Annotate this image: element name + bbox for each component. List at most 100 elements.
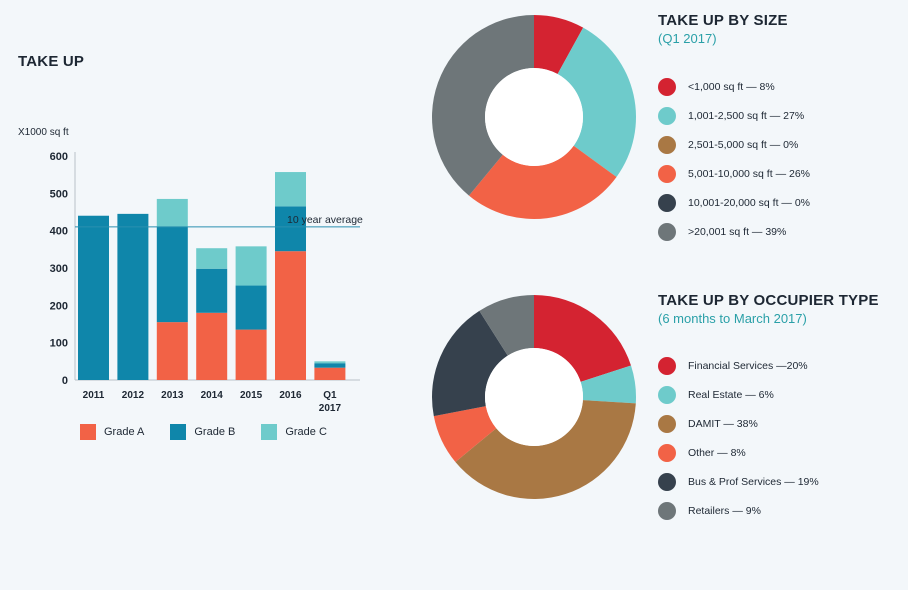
legend-swatch (658, 164, 676, 183)
legend-swatch (261, 424, 278, 440)
size-legend-item: 5,001-10,000 sq ft — 26% (658, 159, 810, 188)
occupier-legend-item: Bus & Prof Services — 19% (658, 467, 819, 496)
size-donut-hole (485, 68, 583, 166)
legend-swatch (658, 414, 676, 433)
take-up-by-size-donut (432, 15, 636, 219)
occupier-chart-title: TAKE UP BY OCCUPIER TYPE (658, 292, 879, 309)
y-tick-label: 100 (50, 338, 68, 350)
legend-label: Bus & Prof Services — 19% (688, 475, 819, 488)
bar-segment-grade-a (196, 312, 228, 380)
legend-label: 5,001-10,000 sq ft — 26% (688, 167, 810, 180)
take-up-by-occupier-donut (432, 295, 636, 499)
occupier-slice-1 (580, 365, 636, 404)
legend-label: >20,001 sq ft — 39% (688, 225, 787, 238)
ten-year-average-label: 10 year average (287, 214, 363, 226)
x-tick-label: 2013 (161, 390, 184, 401)
legend-label: Grade B (194, 426, 236, 438)
legend-label: Other — 8% (688, 446, 746, 459)
legend-item-grade-c: Grade C (261, 424, 327, 440)
occupier-slice-0 (534, 295, 632, 382)
size-slice-3 (468, 145, 617, 219)
size-legend-item: 2,501-5,000 sq ft — 0% (658, 130, 810, 159)
legend-label: Grade A (104, 426, 145, 438)
size-slice-5 (432, 15, 534, 196)
legend-label: 2,501-5,000 sq ft — 0% (688, 138, 799, 151)
legend-swatch (80, 424, 96, 440)
size-legend-item: <1,000 sq ft — 8% (658, 72, 810, 101)
y-tick-label: 500 (50, 188, 68, 200)
legend-label: 10,001-20,000 sq ft — 0% (688, 196, 810, 209)
y-tick-label: 600 (50, 151, 68, 163)
x-tick-label: 2014 (201, 390, 224, 401)
size-chart-legend: <1,000 sq ft — 8% 1,001-2,500 sq ft — 27%… (658, 72, 810, 246)
x-tick-label: 2015 (240, 390, 263, 401)
size-legend-item: 10,001-20,000 sq ft — 0% (658, 188, 810, 217)
size-chart-subtitle: (Q1 2017) (658, 31, 717, 46)
occupier-legend-item: Retailers — 9% (658, 496, 819, 525)
bar-segment-grade-b (314, 363, 346, 368)
occupier-chart-legend: Financial Services —20% Real Estate — 6% D… (658, 351, 819, 525)
legend-swatch (658, 193, 676, 212)
x-tick-label: 2011 (83, 390, 105, 401)
legend-label: Grade C (285, 426, 327, 438)
legend-swatch (658, 443, 676, 462)
bar-segment-grade-a (235, 329, 267, 380)
bar-segment-grade-a (156, 322, 188, 380)
bar-segment-grade-c (314, 361, 346, 364)
size-slice-0 (534, 15, 584, 75)
legend-swatch (170, 424, 187, 440)
bar-segment-grade-c (235, 246, 267, 286)
bar-segment-grade-c (156, 198, 188, 227)
x-tick-label: 2016 (279, 390, 302, 401)
occupier-slice-3 (433, 406, 497, 463)
bar-segment-grade-c (275, 172, 306, 207)
occupier-chart-subtitle: (6 months to March 2017) (658, 311, 807, 326)
occupier-donut-hole (485, 348, 583, 446)
take-up-bar-chart: 0 100 200 300 400 500 600 2011 2012 2013 2014 2015 2… (50, 151, 363, 414)
legend-label: 1,001-2,500 sq ft — 27% (688, 109, 805, 122)
size-legend-item: >20,001 sq ft — 39% (658, 217, 810, 246)
size-legend-item: 1,001-2,500 sq ft — 27% (658, 101, 810, 130)
legend-swatch (658, 222, 676, 241)
size-slice-1 (557, 27, 636, 177)
occupier-legend-item: DAMIT — 38% (658, 409, 819, 438)
occupier-slice-2 (455, 400, 636, 499)
bar-segment-grade-b (117, 213, 149, 380)
legend-swatch (658, 77, 676, 96)
legend-swatch (658, 501, 676, 520)
occupier-legend-item: Financial Services —20% (658, 351, 819, 380)
bar-segment-grade-c (196, 248, 228, 269)
bar-segment-grade-b (235, 285, 267, 330)
bar-segment-grade-a (275, 251, 306, 380)
x-tick-label: 2017 (319, 403, 342, 414)
bar-segment-grade-b (78, 215, 109, 380)
bar-chart-legend: Grade A Grade B Grade C (80, 424, 353, 440)
legend-label: Retailers — 9% (688, 504, 761, 517)
x-tick-label: Q1 (323, 390, 337, 401)
legend-label: Real Estate — 6% (688, 388, 774, 401)
y-tick-label: 400 (50, 226, 68, 238)
legend-swatch (658, 472, 676, 491)
legend-swatch (658, 356, 676, 375)
legend-swatch (658, 106, 676, 125)
size-chart-title: TAKE UP BY SIZE (658, 12, 788, 29)
bar-chart-title: TAKE UP (18, 53, 85, 70)
legend-label: <1,000 sq ft — 8% (688, 80, 775, 93)
occupier-legend-item: Other — 8% (658, 438, 819, 467)
occupier-legend-item: Real Estate — 6% (658, 380, 819, 409)
legend-label: DAMIT — 38% (688, 417, 758, 430)
occupier-slice-5 (479, 295, 534, 356)
occupier-slice-4 (432, 310, 508, 417)
y-axis-unit-label: X1000 sq ft (18, 127, 69, 138)
y-tick-label: 200 (50, 300, 68, 312)
bar-segment-grade-a (314, 367, 346, 380)
y-tick-label: 300 (50, 263, 68, 275)
legend-label: Financial Services —20% (688, 359, 808, 372)
legend-swatch (658, 385, 676, 404)
y-tick-label: 0 (62, 375, 68, 387)
legend-swatch (658, 135, 676, 154)
bar-segment-grade-b (156, 226, 188, 323)
x-tick-label: 2012 (122, 390, 145, 401)
legend-item-grade-b: Grade B (170, 424, 235, 440)
bar-segment-grade-b (275, 206, 306, 252)
